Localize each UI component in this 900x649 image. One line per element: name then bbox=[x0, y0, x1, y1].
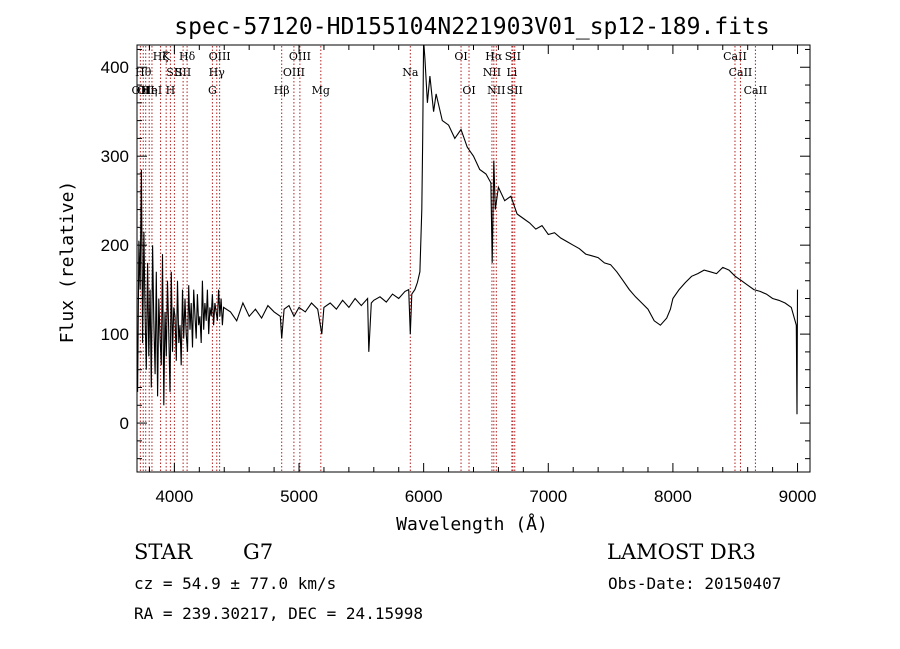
line-marker-label: Li bbox=[506, 66, 517, 79]
line-marker-label: K bbox=[162, 50, 171, 63]
ra-dec-coordinates: RA = 239.30217, DEC = 24.15998 bbox=[134, 604, 423, 623]
line-marker-label: SII bbox=[505, 50, 521, 63]
line-marker-label: Mg bbox=[312, 84, 330, 97]
y-tick-label: 100 bbox=[101, 325, 129, 344]
line-marker-label: Hη bbox=[141, 84, 157, 97]
line-marker-label: NII bbox=[483, 66, 501, 79]
y-tick-label: 0 bbox=[120, 414, 129, 433]
line-marker-label: OI bbox=[462, 84, 475, 97]
spectrum-line bbox=[137, 45, 799, 415]
line-marker-label: CaII bbox=[744, 84, 768, 97]
redshift-cz: cz = 54.9 ± 77.0 km/s bbox=[134, 574, 336, 593]
line-marker-label: SII bbox=[507, 84, 523, 97]
line-marker-label: Hγ bbox=[209, 66, 226, 79]
x-tick-label: 5000 bbox=[280, 487, 318, 506]
x-tick-label: 7000 bbox=[529, 487, 567, 506]
plot-area: OIIHθOIIHηHeIHζKHSIISIIHδGHγOIIIHβOIIIOI… bbox=[132, 45, 799, 471]
line-marker-label: Na bbox=[402, 66, 419, 79]
y-axis-label: Flux (relative) bbox=[57, 181, 78, 344]
line-marker-label: Hδ bbox=[179, 50, 196, 63]
line-marker-label: NII bbox=[487, 84, 505, 97]
line-marker-label: OIII bbox=[289, 50, 311, 63]
line-marker-label: Hβ bbox=[274, 84, 290, 97]
x-tick-label: 9000 bbox=[779, 487, 817, 506]
line-marker-label: G bbox=[208, 84, 217, 97]
x-tick-label: 6000 bbox=[405, 487, 443, 506]
line-marker-label: CaII bbox=[729, 66, 753, 79]
line-marker-label: OIII bbox=[209, 50, 231, 63]
object-subclass: G7 bbox=[243, 540, 273, 564]
line-marker-label: Hζ bbox=[153, 50, 169, 63]
x-tick-label: 4000 bbox=[155, 487, 193, 506]
survey-name: LAMOST DR3 bbox=[607, 540, 756, 564]
line-marker-label: Hα bbox=[485, 50, 503, 63]
axis-ticks: 4000 5000 6000 7000 8000 9000 0 100 200 300 400 bbox=[101, 45, 817, 506]
y-tick-label: 300 bbox=[101, 147, 129, 166]
plot-frame bbox=[136, 44, 811, 473]
chart-title: spec-57120-HD155104N221903V01_sp12-189.f… bbox=[174, 14, 769, 40]
line-marker-label: OII bbox=[132, 84, 150, 97]
line-marker-label: Hθ bbox=[135, 66, 152, 79]
x-tick-label: 8000 bbox=[654, 487, 692, 506]
line-marker-label: SII bbox=[166, 66, 182, 79]
line-marker-label: SII bbox=[175, 66, 191, 79]
line-marker-label: OII bbox=[137, 84, 155, 97]
x-axis-label: Wavelength (Å) bbox=[396, 513, 548, 535]
line-marker-label: HeI bbox=[142, 84, 162, 97]
line-marker-label: OI bbox=[454, 50, 467, 63]
y-tick-label: 200 bbox=[101, 236, 129, 255]
object-class: STAR bbox=[134, 540, 193, 564]
y-tick-label: 400 bbox=[101, 58, 129, 77]
line-marker-label: H bbox=[166, 84, 176, 97]
observation-date: Obs-Date: 20150407 bbox=[608, 574, 781, 593]
line-marker-label: OIII bbox=[283, 66, 305, 79]
line-marker-label: CaII bbox=[723, 50, 747, 63]
